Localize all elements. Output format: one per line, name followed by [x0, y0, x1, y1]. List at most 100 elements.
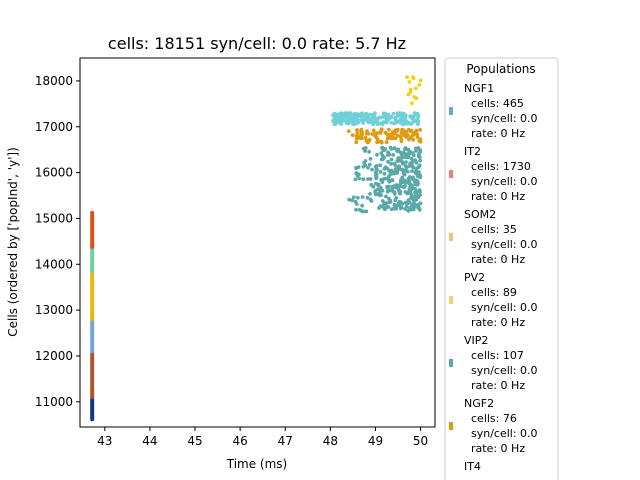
spike-point	[386, 117, 390, 121]
spike-point	[367, 162, 372, 167]
legend: Populations NGF1 cells: 465 syn/cell: 0.0 r…	[444, 57, 559, 480]
spike-point	[418, 158, 422, 163]
spike-point	[407, 175, 412, 179]
spike-point	[389, 162, 393, 166]
legend-color-swatch	[449, 296, 453, 304]
legend-entry-rate: rate: 0 Hz	[471, 190, 525, 203]
x-tick-label: 45	[187, 434, 202, 448]
spike-point	[379, 186, 383, 190]
legend-entry-cells: cells: 35	[471, 223, 517, 236]
spike-point	[404, 165, 409, 170]
spike-point	[395, 171, 400, 175]
spike-point	[374, 166, 379, 171]
spike-point	[410, 159, 415, 164]
spike-point	[413, 170, 418, 174]
spike-point	[360, 195, 365, 199]
x-tick-label: 50	[413, 434, 428, 448]
spike-point	[403, 147, 407, 152]
spike-point	[386, 177, 390, 181]
spike-point	[346, 116, 351, 121]
spike-point	[392, 190, 397, 195]
spike-point	[354, 202, 359, 206]
spike-point	[418, 139, 423, 144]
spike-point	[389, 136, 393, 141]
spike-point	[381, 148, 386, 153]
legend-entry-syn: syn/cell: 0.0	[471, 301, 538, 314]
spike-point	[406, 154, 411, 159]
spike-point	[386, 205, 391, 209]
spike-point	[360, 203, 365, 208]
spike-point	[414, 128, 419, 133]
spike-point	[389, 115, 394, 120]
legend-entries: NGF1 cells: 465 syn/cell: 0.0 rate: 0 Hz IT2…	[449, 82, 538, 473]
spike-point	[357, 118, 362, 123]
spike-point	[363, 149, 367, 153]
spike-point	[393, 205, 398, 210]
spike-point	[387, 127, 391, 132]
spike-point	[403, 130, 408, 135]
spike-point	[418, 173, 423, 178]
spike-point	[382, 171, 387, 176]
spike-point	[412, 113, 417, 118]
spike-point	[402, 168, 407, 173]
spike-point	[392, 184, 397, 189]
spike-point	[361, 119, 366, 124]
spike-point	[402, 133, 406, 138]
spike-point	[407, 150, 412, 155]
y-tick-label: 16000	[35, 166, 73, 180]
spike-point	[375, 122, 380, 127]
spike-point	[392, 146, 397, 151]
spike-point	[391, 171, 395, 176]
spike-point	[379, 193, 383, 198]
y-tick-label: 11000	[35, 395, 73, 409]
spike-point	[351, 195, 356, 200]
spike-point	[403, 179, 408, 184]
spike-point	[373, 170, 378, 175]
spike-point	[368, 177, 373, 181]
spike-point	[375, 152, 379, 157]
legend-color-swatch	[449, 422, 453, 430]
legend-entry-name: VIP2	[464, 334, 488, 347]
spike-point	[380, 199, 385, 203]
x-tick-label: 46	[232, 434, 247, 448]
spike-point	[413, 180, 417, 185]
spike-point	[355, 131, 360, 136]
spike-point	[406, 198, 411, 203]
legend-entry-rate: rate: 0 Hz	[471, 316, 525, 329]
legend-entry-rate: rate: 0 Hz	[471, 379, 525, 392]
spike-point	[370, 167, 374, 172]
legend-entry-name: NGF1	[464, 82, 494, 95]
spike-point	[368, 112, 372, 117]
spike-point	[414, 96, 419, 101]
spike-point	[376, 139, 381, 144]
spike-point	[354, 136, 359, 141]
spike-point	[366, 165, 370, 170]
spike-point	[377, 206, 381, 210]
spike-point	[341, 116, 346, 121]
spike-point	[368, 157, 373, 161]
spike-point	[418, 201, 423, 206]
spike-point	[384, 120, 389, 125]
spike-point	[411, 175, 415, 180]
spike-point	[363, 135, 368, 140]
x-axis-ticks: 43 44 45 46 47 48 49 50	[97, 427, 428, 448]
spike-point	[400, 155, 405, 160]
spike-point	[405, 133, 410, 138]
legend-frame	[444, 57, 559, 480]
spike-point	[391, 121, 396, 126]
spike-point	[376, 187, 380, 192]
spike-point	[399, 152, 404, 157]
spike-point	[383, 130, 388, 135]
spike-point	[395, 159, 400, 164]
legend-entry-name: IT4	[464, 460, 481, 473]
spike-point	[364, 131, 369, 136]
y-tick-label: 17000	[35, 120, 73, 134]
spike-point	[364, 111, 369, 116]
spike-point	[350, 118, 354, 123]
spike-point	[364, 209, 369, 214]
spike-point	[386, 159, 390, 164]
spike-point	[411, 165, 416, 170]
spike-point	[413, 158, 418, 163]
spike-point	[366, 177, 370, 182]
spike-point	[412, 205, 416, 210]
